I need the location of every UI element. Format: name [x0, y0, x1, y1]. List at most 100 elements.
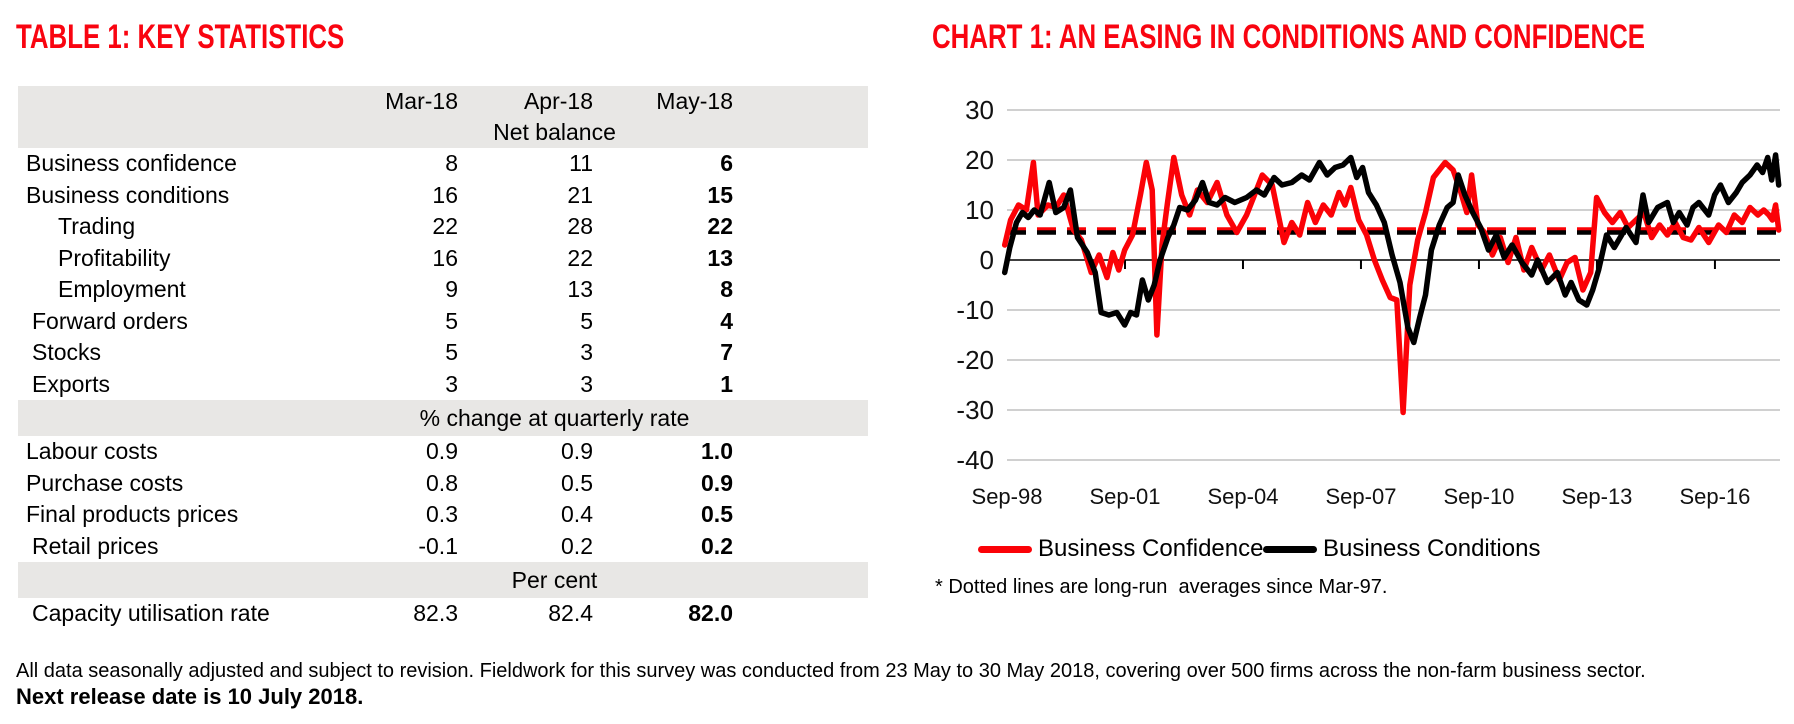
cell-value: 0.2 [561, 532, 593, 559]
section-header-label: % change at quarterly rate [419, 404, 690, 431]
cell-value: 0.5 [701, 501, 733, 528]
x-axis-tick-label: Sep-01 [1090, 484, 1161, 509]
table-row: Stocks 5 3 7 [18, 337, 868, 369]
row-label: Trading [58, 213, 136, 240]
column-header-apr: Apr-18 [523, 88, 593, 114]
cell-value: 7 [720, 339, 733, 366]
cell-value: 22 [567, 244, 593, 271]
table-row: Purchase costs 0.8 0.5 0.9 [18, 468, 868, 500]
cell-value: 22 [432, 213, 458, 240]
row-label: Business confidence [26, 150, 237, 177]
cell-value: 15 [707, 181, 733, 208]
table-row: Final products prices 0.3 0.4 0.5 [18, 499, 868, 531]
table-row: Capacity utilisation rate 82.3 82.4 82.0 [18, 598, 868, 630]
legend-item-confidence: Business Confidence [978, 534, 1263, 564]
cell-value: 0.2 [701, 532, 733, 559]
cell-value: 8 [445, 150, 458, 177]
footer-note: All data seasonally adjusted and subject… [16, 660, 1646, 682]
cell-value: 16 [432, 181, 458, 208]
series-line [1001, 152, 1782, 346]
conditions-line-swatch-icon [1263, 545, 1317, 553]
chart-title: CHART 1: AN EASING IN CONDITIONS AND CON… [932, 18, 1646, 56]
key-statistics-table: Mar-18 Apr-18 May-18 Net balance Busines… [18, 86, 868, 630]
cell-value: 0.9 [426, 438, 458, 465]
table-header: Mar-18 Apr-18 May-18 Net balance [18, 86, 868, 148]
row-label: Capacity utilisation rate [32, 600, 270, 627]
table-row: Profitability 16 22 13 [18, 243, 868, 275]
x-axis-tick-label: Sep-07 [1325, 484, 1396, 509]
y-axis-tick-label: 10 [965, 195, 994, 225]
cell-value: 22 [707, 213, 733, 240]
cell-value: 1.0 [701, 438, 733, 465]
cell-value: 13 [567, 276, 593, 303]
row-label: Purchase costs [26, 469, 184, 496]
cell-value: 0.5 [561, 469, 593, 496]
cell-value: 9 [445, 276, 458, 303]
row-label: Forward orders [32, 307, 188, 334]
cell-value: 16 [432, 244, 458, 271]
table-row: Business conditions 16 21 15 [18, 180, 868, 212]
table-title: TABLE 1: KEY STATISTICS [16, 18, 345, 56]
cell-value: -0.1 [418, 532, 458, 559]
table-header-months-row: Mar-18 Apr-18 May-18 [18, 86, 868, 117]
confidence-line-swatch-icon [978, 545, 1032, 553]
series-line [1001, 154, 1782, 416]
unit-header-net-balance: Net balance [493, 119, 616, 145]
cell-value: 82.0 [688, 600, 733, 627]
cell-value: 5 [580, 307, 593, 334]
row-label: Stocks [32, 339, 102, 366]
cell-value: 5 [445, 339, 458, 366]
cell-value: 0.9 [701, 469, 733, 496]
cell-value: 0.3 [426, 501, 458, 528]
table-header-unit-row: Net balance [18, 117, 868, 148]
column-header-may: May-18 [656, 88, 733, 114]
row-label: Exports [32, 370, 110, 397]
column-header-mar: Mar-18 [385, 88, 458, 114]
cell-value: 4 [720, 307, 733, 334]
y-axis-tick-label: -10 [956, 295, 994, 325]
cell-value: 82.4 [548, 600, 593, 627]
table-row: Business confidence 8 11 6 [18, 148, 868, 180]
table-row: Retail prices -0.1 0.2 0.2 [18, 531, 868, 563]
section-header-label: Per cent [511, 566, 598, 593]
y-axis-tick-label: -20 [956, 345, 994, 375]
cell-value: 11 [569, 150, 593, 177]
legend-label-confidence: Business Confidence [1038, 535, 1264, 562]
row-label: Retail prices [32, 532, 159, 559]
table-row: Trading 22 28 22 [18, 211, 868, 243]
cell-value: 8 [720, 276, 733, 303]
table-row: Exports 3 3 1 [18, 369, 868, 401]
cell-value: 3 [580, 339, 593, 366]
row-label: Final products prices [26, 501, 239, 528]
line-chart: 30 20 10 0 -10 -20 -30 -40 Sep-98 Sep-01 Sep-04 Sep… [956, 95, 1782, 509]
y-axis-tick-label: 30 [965, 95, 994, 125]
legend-label-conditions: Business Conditions [1323, 535, 1541, 562]
x-axis-tick-label: Sep-10 [1443, 484, 1514, 509]
y-axis-tick-label: -40 [956, 445, 994, 475]
y-axis-tick-label: 20 [965, 145, 994, 175]
row-label: Profitability [58, 244, 171, 271]
row-label: Business conditions [26, 181, 230, 208]
section-header-row: % change at quarterly rate [18, 400, 868, 436]
cell-value: 0.8 [426, 469, 458, 496]
cell-value: 3 [580, 370, 593, 397]
cell-value: 21 [567, 181, 593, 208]
cell-value: 1 [720, 370, 733, 397]
cell-value: 0.4 [561, 501, 593, 528]
chart-panel: CHART 1: AN EASING IN CONDITIONS AND CON… [930, 0, 1794, 724]
x-axis-tick-label: Sep-13 [1561, 484, 1632, 509]
table-body: Business confidence 8 11 6 Business conditio… [18, 148, 868, 630]
cell-value: 13 [707, 244, 733, 271]
cell-value: 0.9 [561, 438, 593, 465]
cell-value: 82.3 [413, 600, 458, 627]
row-label: Labour costs [26, 438, 158, 465]
x-axis-tick-label: Sep-98 [972, 484, 1043, 509]
legend-item-conditions: Business Conditions [1263, 534, 1540, 564]
cell-value: 5 [445, 307, 458, 334]
y-axis-tick-label: -30 [956, 395, 994, 425]
x-axis-tick-label: Sep-16 [1679, 484, 1750, 509]
x-axis-tick-label: Sep-04 [1208, 484, 1279, 509]
cell-value: 3 [445, 370, 458, 397]
table-row: Labour costs 0.9 0.9 1.0 [18, 436, 868, 468]
